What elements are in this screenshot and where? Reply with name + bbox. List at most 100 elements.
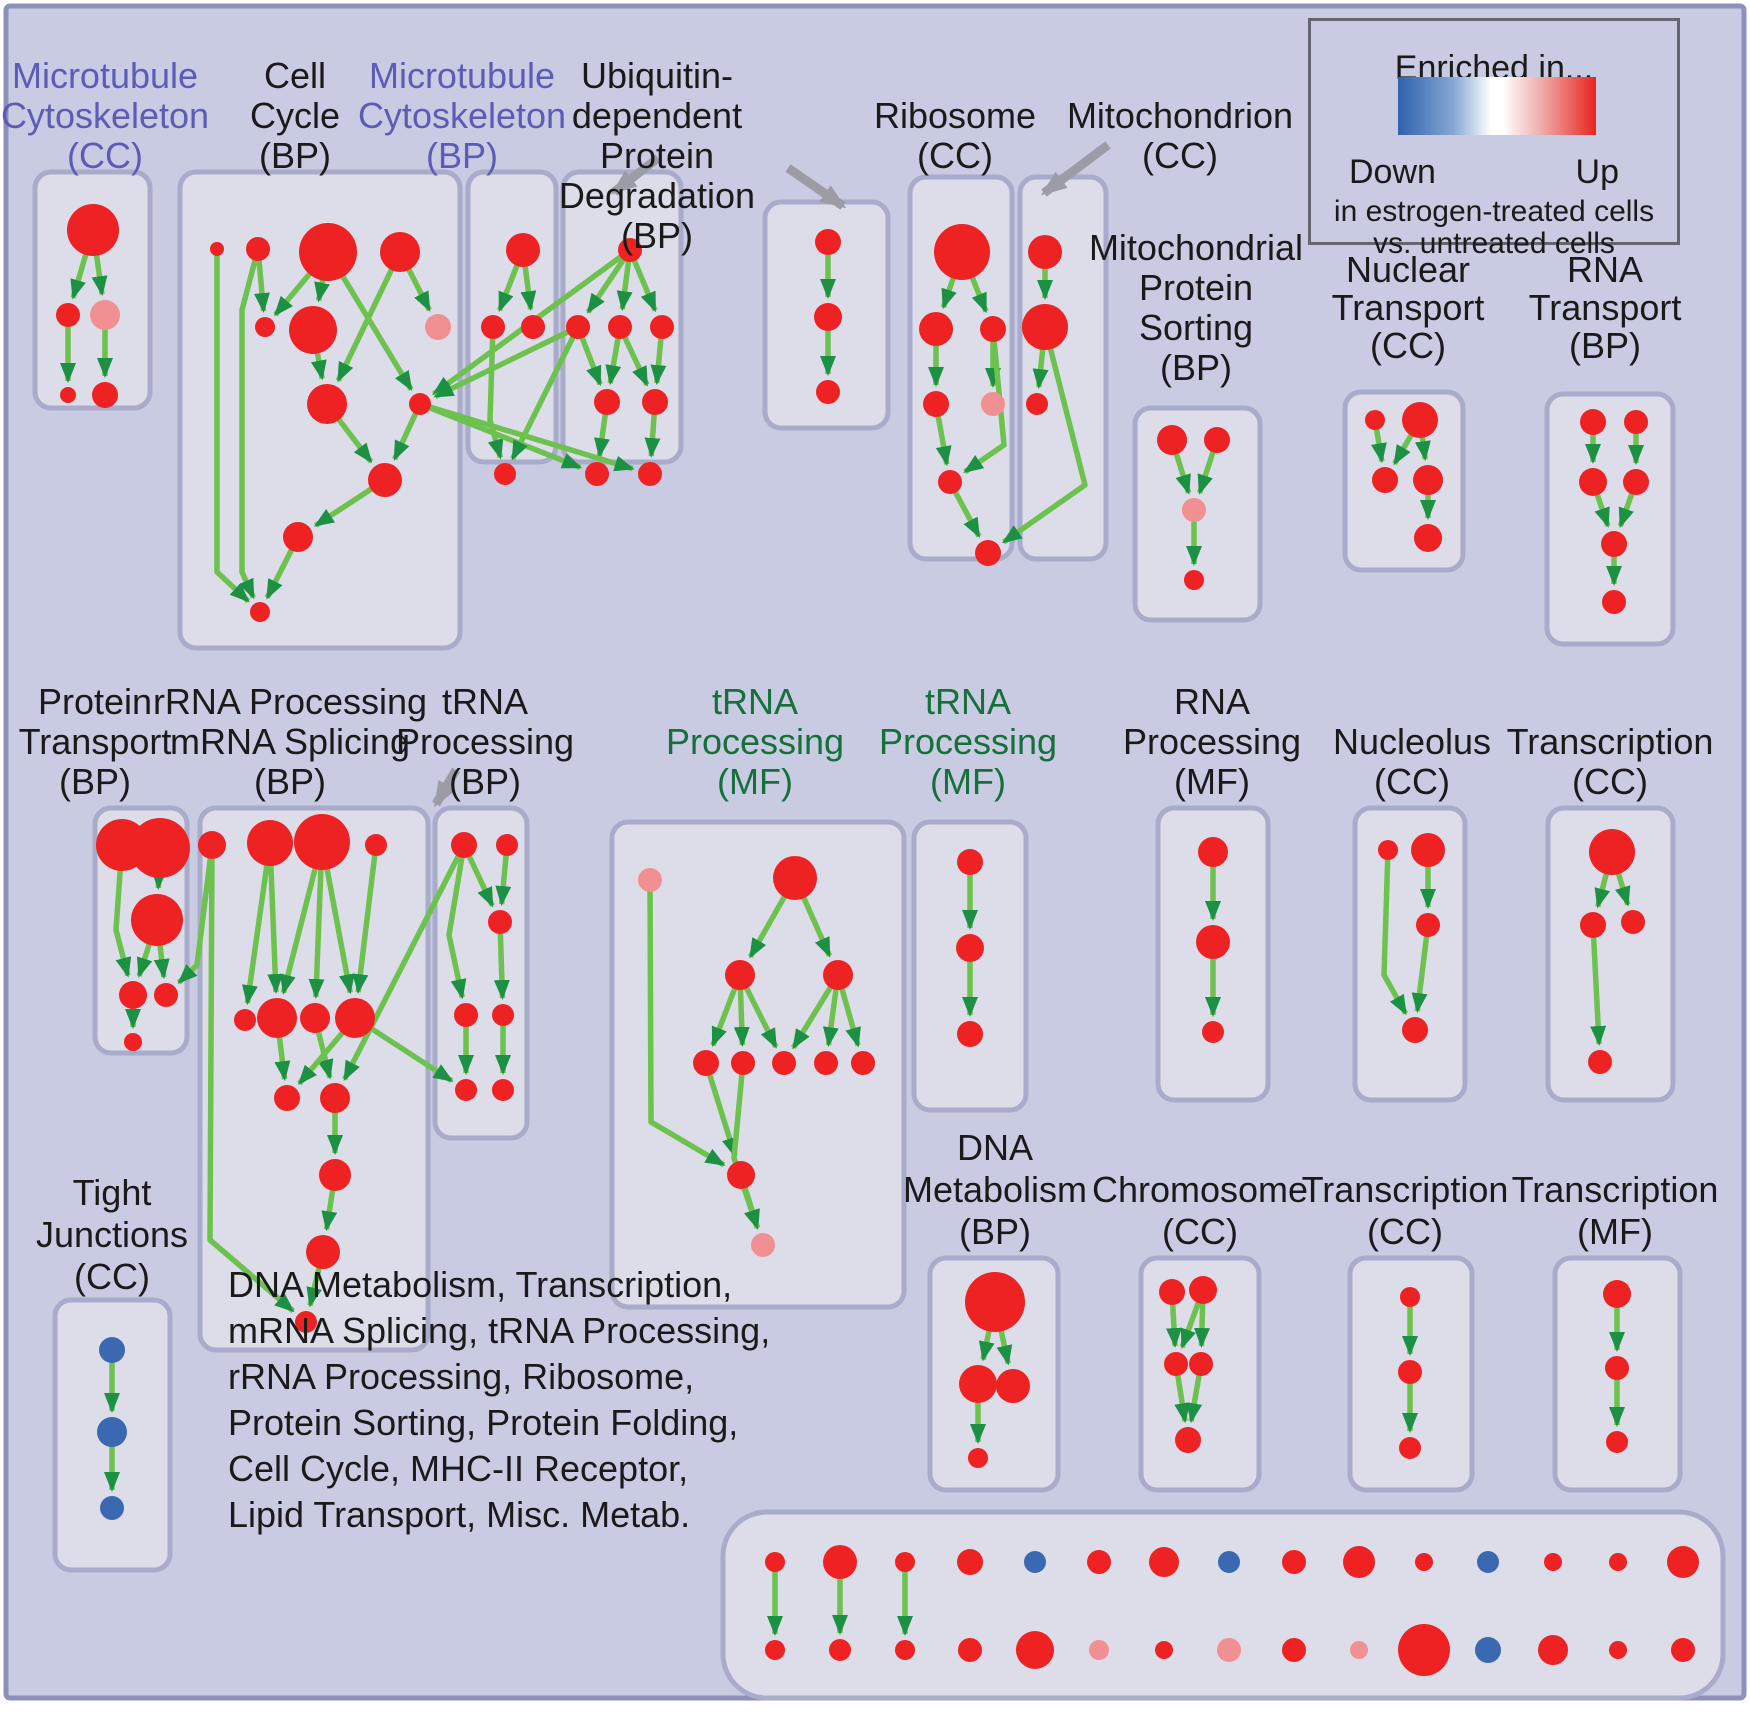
go-term-node <box>1189 1352 1213 1376</box>
edge <box>963 328 1007 475</box>
group-label-mt_cc: Cytoskeleton <box>1 95 209 136</box>
go-term-node <box>1196 925 1230 959</box>
go-term-node <box>1415 1553 1433 1571</box>
go-term-node <box>492 1004 514 1026</box>
group-label-rnap_mf: RNA <box>1174 681 1250 722</box>
go-term-node <box>295 1311 317 1333</box>
go-term-node <box>957 849 983 875</box>
go-term-node <box>1402 1017 1428 1043</box>
go-term-node <box>594 389 620 415</box>
go-term-node <box>693 1050 719 1076</box>
go-term-node <box>320 1083 350 1113</box>
go-term-node <box>521 315 545 339</box>
go-term-node <box>773 856 817 900</box>
go-term-node <box>815 229 841 255</box>
go-term-node <box>566 315 590 339</box>
go-term-node <box>289 306 337 354</box>
go-term-node <box>494 463 516 485</box>
group-label-dnam: DNA <box>957 1127 1033 1168</box>
go-term-node <box>816 380 840 404</box>
group-label-tj: Junctions <box>36 1214 188 1255</box>
edge <box>177 844 215 985</box>
group-label-mt_bp: Microtubule <box>369 55 555 96</box>
go-term-node <box>409 393 431 415</box>
group-label-cc_bp: Cell <box>264 55 326 96</box>
go-term-node <box>975 540 1001 566</box>
go-term-node <box>1282 1550 1306 1574</box>
group-label-dnam: Metabolism <box>903 1169 1087 1210</box>
go-term-node <box>1149 1547 1179 1577</box>
go-term-node <box>765 1640 785 1660</box>
go-term-node <box>1671 1638 1695 1662</box>
edge <box>207 844 295 1314</box>
group-label-trna_bp: Processing <box>396 721 574 762</box>
go-term-node <box>1026 393 1048 415</box>
go-term-node <box>492 1079 514 1101</box>
go-term-node <box>727 1161 755 1189</box>
go-term-node <box>959 1365 997 1403</box>
go-term-node <box>957 1549 983 1575</box>
go-term-node <box>451 832 477 858</box>
go-term-node <box>255 317 275 337</box>
group-box-tx_cc2 <box>1545 805 1676 1103</box>
go-term-node <box>1601 531 1627 557</box>
go-term-node <box>1350 1641 1368 1659</box>
go-term-node <box>1605 1356 1629 1380</box>
go-term-node <box>1155 1641 1173 1659</box>
go-term-node <box>823 1545 857 1579</box>
go-term-node <box>638 868 662 892</box>
group-label-mito: (CC) <box>1142 135 1218 176</box>
group-label-tx_cc2: Transcription <box>1507 721 1714 762</box>
go-term-node <box>919 312 953 346</box>
group-label-tj: (CC) <box>74 1256 150 1297</box>
go-term-node <box>1198 837 1228 867</box>
go-term-node <box>1182 498 1206 522</box>
go-term-node <box>1087 1550 1111 1574</box>
go-term-node <box>1579 468 1607 496</box>
pointer-arrow <box>432 767 460 808</box>
go-term-node <box>1667 1546 1699 1578</box>
edge <box>510 325 581 461</box>
edge <box>585 248 633 314</box>
go-term-node <box>1282 1638 1306 1662</box>
group-label-rnap_mf: (MF) <box>1174 761 1250 802</box>
go-term-node <box>642 389 668 415</box>
go-term-node <box>1477 1551 1499 1573</box>
group-label-ub_a: dependent <box>572 95 742 136</box>
go-term-node <box>455 1079 477 1101</box>
edge <box>731 1062 760 1230</box>
go-term-node <box>1413 465 1443 495</box>
go-term-node <box>1157 425 1187 455</box>
go-term-node <box>56 303 80 327</box>
go-term-node <box>981 392 1005 416</box>
go-term-node <box>488 910 512 934</box>
go-term-node <box>965 1272 1025 1332</box>
group-label-cc_bp: Cycle <box>250 95 340 136</box>
group-label-trna_mf2: Processing <box>879 721 1057 762</box>
group-label-mito: Mitochondrion <box>1067 95 1293 136</box>
group-label-nuct: (CC) <box>1370 325 1446 366</box>
edge <box>1381 849 1409 1016</box>
misc-annotation: DNA Metabolism, Transcription, mRNA Spli… <box>228 1262 770 1538</box>
go-term-node <box>1602 590 1626 614</box>
go-term-node <box>1398 1360 1422 1384</box>
go-term-node <box>210 242 224 256</box>
group-label-trna_mf2: tRNA <box>925 681 1011 722</box>
group-label-pt: Transport <box>19 721 172 762</box>
go-term-node <box>638 462 662 486</box>
go-term-node <box>957 1021 983 1047</box>
go-term-node <box>257 998 297 1038</box>
group-label-rrna: rRNA Processing <box>153 681 427 722</box>
group-label-dnam: (BP) <box>959 1211 1031 1252</box>
group-label-rnat: Transport <box>1529 287 1682 328</box>
go-term-node <box>823 960 853 990</box>
go-term-node <box>1398 1624 1450 1676</box>
go-term-node <box>1089 1640 1109 1660</box>
go-term-node <box>250 602 270 622</box>
go-term-node <box>1609 1553 1627 1571</box>
misc-line: mRNA Splicing, tRNA Processing, <box>228 1310 771 1351</box>
group-label-ub_a: Ubiquitin- <box>581 55 733 96</box>
go-term-node <box>956 934 984 962</box>
go-term-node <box>1218 1551 1240 1573</box>
